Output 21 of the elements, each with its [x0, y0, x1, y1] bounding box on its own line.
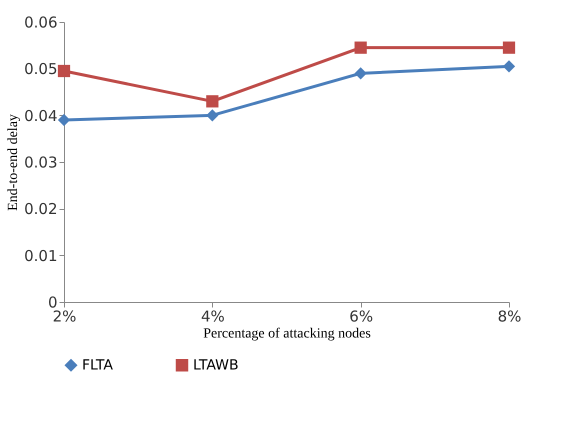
point — [206, 109, 218, 122]
y-axis-title: End-to-end delay — [6, 114, 22, 211]
y-tick-label: 0.05 — [24, 60, 58, 78]
x-tick-label: 4% — [200, 308, 225, 326]
y-tick-label: 0.04 — [24, 106, 58, 125]
x-axis-title: Percentage of attacking nodes — [203, 326, 371, 342]
y-tick-label: 0.03 — [24, 154, 58, 172]
point — [502, 42, 516, 54]
point — [502, 60, 516, 72]
y-tick-label: 0.01 — [24, 246, 58, 265]
legend-label: LTAWB — [193, 357, 239, 374]
point — [58, 114, 70, 126]
legend-label: FLTA — [82, 357, 114, 374]
point — [206, 95, 218, 108]
point — [354, 42, 367, 54]
x-tick-label: 8% — [498, 308, 522, 326]
y-tick-label: 0.02 — [24, 200, 58, 218]
y-tick-label: 0.06 — [24, 14, 58, 32]
point — [354, 67, 367, 80]
point — [58, 64, 70, 78]
x-tick-label: 6% — [349, 308, 374, 326]
